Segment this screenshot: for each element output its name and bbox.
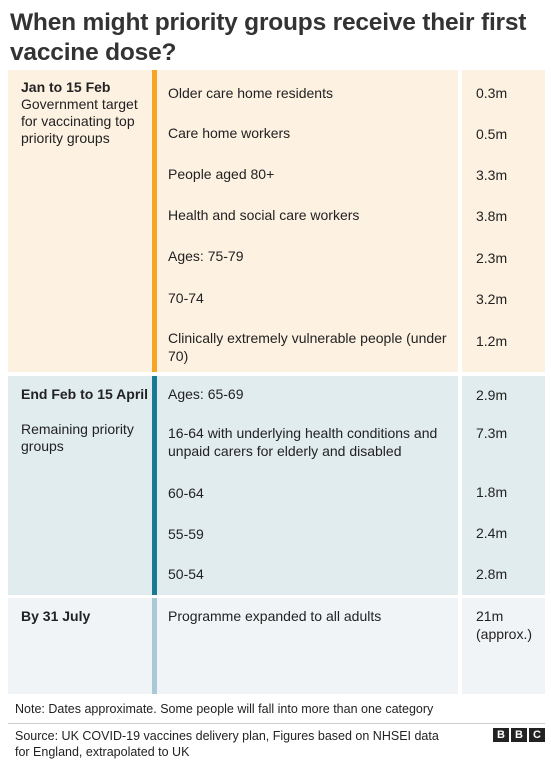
group-label: People aged 80+	[168, 166, 275, 182]
logo-letter: B	[493, 728, 509, 742]
group-value: 21m (approx.)	[476, 608, 533, 642]
section-jan-to-15-feb: Jan to 15 Feb Government target for vacc…	[8, 70, 545, 372]
chart-title: When might priority groups receive their…	[10, 9, 527, 66]
section-values-cell	[462, 70, 545, 372]
group-value: 3.8m	[476, 208, 508, 224]
group-value: 7.3m	[476, 425, 508, 441]
footnote: Note: Dates approximate. Some people wil…	[15, 702, 434, 716]
bbc-logo: B B C	[493, 728, 545, 742]
section-subheading: Remaining priority groups	[21, 421, 134, 454]
group-label: 50-54	[168, 566, 204, 582]
group-label: Health and social care workers	[168, 207, 360, 223]
group-value: 0.5m	[476, 126, 508, 142]
source-text: Source: UK COVID-19 vaccines delivery pl…	[15, 729, 439, 759]
section-groups-cell	[152, 598, 458, 694]
group-label: Older care home residents	[168, 85, 333, 101]
group-value: 3.2m	[476, 291, 508, 307]
section-values-cell	[462, 598, 545, 694]
group-value: 2.3m	[476, 250, 508, 266]
group-label: Clinically extremely vulnerable people (…	[168, 330, 447, 364]
section-by-31-july: By 31 July Programme expanded to all adu…	[8, 598, 545, 694]
group-value: 3.3m	[476, 167, 508, 183]
section-groups-cell	[152, 376, 458, 595]
group-label: Care home workers	[168, 125, 291, 141]
section-color-bar	[152, 598, 157, 694]
section-period-cell	[8, 70, 152, 372]
section-values-cell	[462, 376, 545, 595]
divider	[8, 723, 545, 724]
group-label: Ages: 75-79	[168, 248, 244, 264]
group-value: 2.9m	[476, 387, 508, 403]
section-groups-cell	[152, 70, 458, 372]
group-label: Ages: 65-69	[168, 386, 244, 402]
section-color-bar	[152, 376, 157, 595]
group-value: 1.8m	[476, 484, 508, 500]
group-label: 55-59	[168, 526, 204, 542]
section-period-cell	[8, 376, 152, 595]
group-label: 70-74	[168, 290, 204, 306]
group-value: 1.2m	[476, 333, 508, 349]
section-heading: Jan to 15 Feb	[21, 79, 111, 95]
section-end-feb-to-15-april: End Feb to 15 April Remaining priority g…	[8, 376, 545, 595]
group-value: 2.8m	[476, 566, 508, 582]
group-label: Programme expanded to all adults	[168, 608, 382, 624]
section-heading: By 31 July	[21, 608, 91, 624]
group-value: 2.4m	[476, 525, 508, 541]
group-value: 0.3m	[476, 85, 508, 101]
group-label: 16-64 with underlying health conditions …	[168, 425, 438, 459]
section-color-bar	[152, 70, 157, 372]
section-period-cell	[8, 598, 152, 694]
logo-letter: C	[529, 728, 545, 742]
logo-letter: B	[511, 728, 527, 742]
section-heading: End Feb to 15 April	[21, 386, 149, 402]
section-subheading: Government target for vaccinating top pr…	[21, 96, 138, 146]
group-label: 60-64	[168, 485, 204, 501]
